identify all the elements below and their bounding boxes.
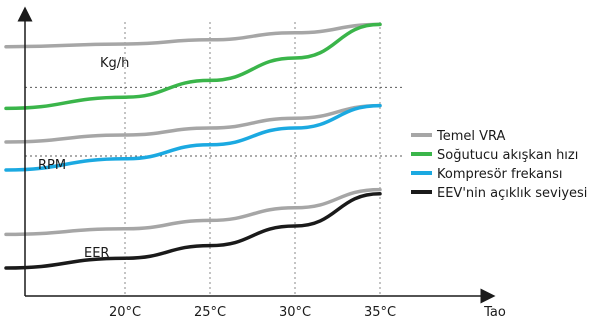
x-tick-label-3: 35°C xyxy=(364,305,396,320)
x-tick-label-1: 25°C xyxy=(194,305,226,320)
series-line-5 xyxy=(4,192,382,270)
series-line-4 xyxy=(4,187,382,237)
legend-label-2: Kompresör frekansı xyxy=(437,167,563,182)
legend-label-1: Soğutucu akışkan hızı xyxy=(437,148,578,163)
series-line-0 xyxy=(4,22,382,49)
legend-label-0: Temel VRA xyxy=(436,129,506,144)
annotation-kgh: Kg/h xyxy=(100,56,129,71)
legend: Temel VRA Soğutucu akışkan hızı Kompresör … xyxy=(411,129,587,201)
x-tick-label-0: 20°C xyxy=(109,305,141,320)
series-line-1 xyxy=(4,22,382,111)
legend-label-3: EEV'nin açıklık seviyesi xyxy=(437,186,587,201)
series-line-2 xyxy=(4,103,382,144)
x-tick-label-2: 30°C xyxy=(279,305,311,320)
annotation-eer: EER xyxy=(84,246,109,261)
x-tick-labels: 20°C 25°C 30°C 35°C xyxy=(109,305,396,320)
grid xyxy=(25,22,402,296)
series-group xyxy=(4,22,382,270)
annotation-rpm: RPM xyxy=(38,158,66,173)
x-axis-label: Tao xyxy=(483,305,506,320)
series-line-3 xyxy=(4,103,382,172)
